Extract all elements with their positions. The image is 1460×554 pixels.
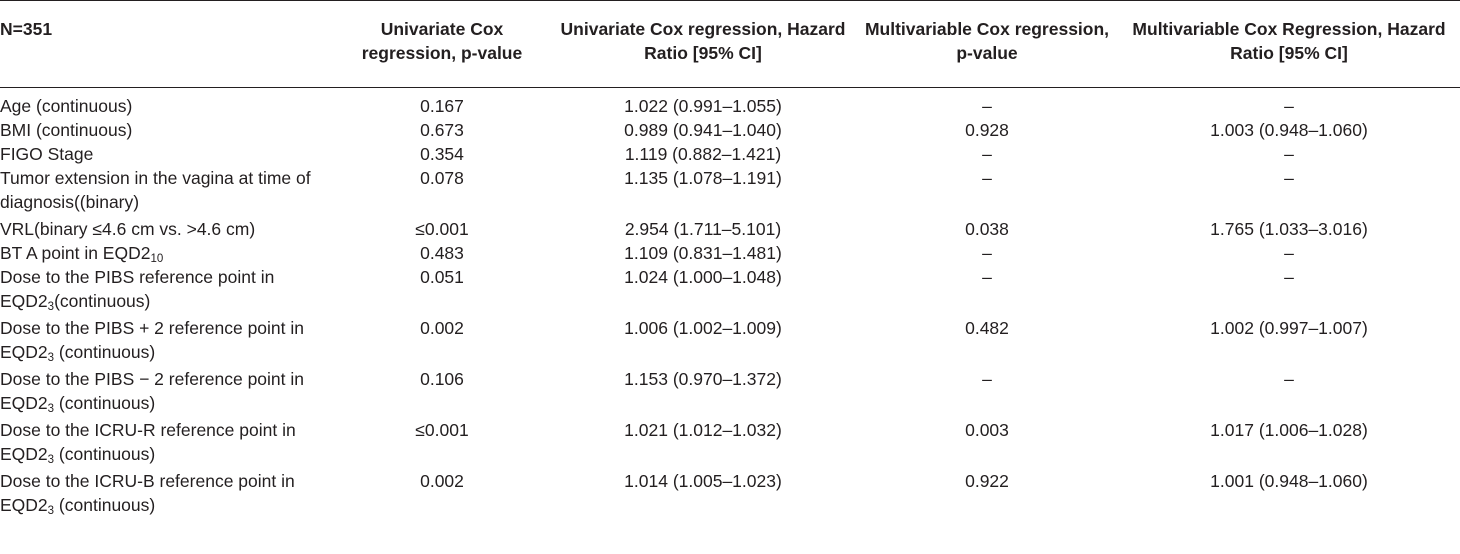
multivariable-hr-cell: 1.017 (1.006–1.028) [1210,420,1368,440]
row-label: Dose to the ICRU-R reference point in EQ… [0,418,334,469]
row-label: FIGO Stage [0,144,94,164]
multivariable-p-cell: 0.038 [965,219,1009,239]
univariate-hr-cell: 1.021 (1.012–1.032) [624,420,782,440]
header-univariate-p: Univariate Cox regression, p-value [334,0,550,88]
multivariable-p-cell: – [982,144,992,164]
univariate-p-cell: 0.078 [420,168,464,188]
multivariable-hr-cell: – [1284,144,1294,164]
row-label-suffix: (continuous) [54,393,156,413]
univariate-p-cell: ≤0.001 [415,420,469,440]
table-row: Age (continuous) 0.167 1.022 (0.991–1.05… [0,88,1460,119]
univariate-p-cell: 0.002 [420,471,464,491]
table-row: FIGO Stage 0.354 1.119 (0.882–1.421) – – [0,142,1460,166]
row-label-subscript: 3 [47,403,55,415]
univariate-hr-cell: 0.989 (0.941–1.040) [624,120,782,140]
table-row: Dose to the PIBS − 2 reference point in … [0,367,1460,418]
row-label-suffix: (continuous) [54,291,151,311]
row-label-subscript: 3 [47,301,55,313]
multivariable-p-cell: – [982,168,992,188]
table-row: Dose to the PIBS reference point in EQD2… [0,265,1460,316]
univariate-hr-cell: 1.014 (1.005–1.023) [624,471,782,491]
row-label-subscript: 3 [47,352,55,364]
univariate-p-cell: 0.051 [420,267,464,287]
row-label: Dose to the PIBS + 2 reference point in … [0,316,334,367]
univariate-hr-cell: 1.119 (0.882–1.421) [624,144,782,164]
table-header: N=351 Univariate Cox regression, p-value… [0,0,1460,88]
univariate-p-cell: 0.354 [420,144,464,164]
row-label: Tumor extension in the vagina at time of… [0,168,311,212]
row-label-suffix: (continuous) [54,444,156,464]
table-row: Dose to the ICRU-B reference point in EQ… [0,469,1460,520]
table-row: Tumor extension in the vagina at time of… [0,166,1460,217]
multivariable-p-cell: 0.922 [965,471,1009,491]
multivariable-p-cell: – [982,369,992,389]
multivariable-hr-cell: – [1284,267,1294,287]
row-label-text: Dose to the PIBS reference point in EQD2 [0,267,275,311]
row-label-subscript: 3 [47,505,55,517]
univariate-p-cell: 0.167 [420,96,464,116]
univariate-hr-cell: 1.006 (1.002–1.009) [624,318,782,338]
table-row: BMI (continuous) 0.673 0.989 (0.941–1.04… [0,118,1460,142]
multivariable-hr-cell: – [1284,96,1294,116]
row-label-text: Dose to the PIBS + 2 reference point in … [0,318,305,362]
table-row: VRL(binary ≤4.6 cm vs. >4.6 cm) ≤0.001 2… [0,217,1460,241]
header-multivariable-p: Multivariable Cox regression, p-value [856,0,1118,88]
header-n: N=351 [0,0,334,88]
multivariable-p-cell: 0.003 [965,420,1009,440]
header-univariate-hr: Univariate Cox regression, Hazard Ratio … [550,0,856,88]
header-multivariable-hr: Multivariable Cox Regression, Hazard Rat… [1118,0,1460,88]
univariate-hr-cell: 2.954 (1.711–5.101) [624,219,782,239]
multivariable-p-cell: – [982,96,992,116]
univariate-hr-cell: 1.109 (0.831–1.481) [624,243,782,263]
table-row: Dose to the ICRU-R reference point in EQ… [0,418,1460,469]
row-label: Age (continuous) [0,96,133,116]
row-label-subscript: 3 [47,454,55,466]
multivariable-hr-cell: 1.003 (0.948–1.060) [1210,120,1368,140]
univariate-hr-cell: 1.153 (0.970–1.372) [624,369,782,389]
univariate-p-cell: 0.483 [420,243,464,263]
row-label-subscript: 10 [150,253,164,265]
table-row: Dose to the PIBS + 2 reference point in … [0,316,1460,367]
row-label: VRL(binary ≤4.6 cm vs. >4.6 cm) [0,219,256,239]
univariate-p-cell: 0.673 [420,120,464,140]
univariate-hr-cell: 1.135 (1.078–1.191) [624,168,782,188]
row-label-text: BT A point in EQD2 [0,243,151,263]
row-label-suffix: (continuous) [54,495,156,515]
univariate-hr-cell: 1.024 (1.000–1.048) [624,267,782,287]
table-row: BT A point in EQD210 0.483 1.109 (0.831–… [0,241,1460,265]
multivariable-p-cell: 0.482 [965,318,1009,338]
multivariable-hr-cell: – [1284,168,1294,188]
univariate-p-cell: 0.106 [420,369,464,389]
univariate-hr-cell: 1.022 (0.991–1.055) [624,96,782,116]
multivariable-hr-cell: 1.001 (0.948–1.060) [1210,471,1368,491]
table-body: Age (continuous) 0.167 1.022 (0.991–1.05… [0,88,1460,521]
cox-regression-table: N=351 Univariate Cox regression, p-value… [0,0,1460,521]
multivariable-hr-cell: 1.765 (1.033–3.016) [1210,219,1368,239]
row-label-text: Dose to the ICRU-B reference point in EQ… [0,471,295,515]
row-label-suffix: (continuous) [54,342,156,362]
row-label-text: Dose to the PIBS − 2 reference point in … [0,369,305,413]
row-label: Dose to the PIBS reference point in EQD2… [0,265,334,316]
row-label: Dose to the ICRU-B reference point in EQ… [0,469,334,520]
row-label-text: Dose to the ICRU-R reference point in EQ… [0,420,296,464]
multivariable-p-cell: – [982,243,992,263]
univariate-p-cell: ≤0.001 [415,219,469,239]
row-label: Dose to the PIBS − 2 reference point in … [0,367,334,418]
row-label: BMI (continuous) [0,120,133,140]
univariate-p-cell: 0.002 [420,318,464,338]
multivariable-hr-cell: – [1284,243,1294,263]
multivariable-p-cell: 0.928 [965,120,1009,140]
multivariable-hr-cell: 1.002 (0.997–1.007) [1210,318,1368,338]
multivariable-hr-cell: – [1284,369,1294,389]
multivariable-p-cell: – [982,267,992,287]
row-label: BT A point in EQD210 [0,241,334,265]
